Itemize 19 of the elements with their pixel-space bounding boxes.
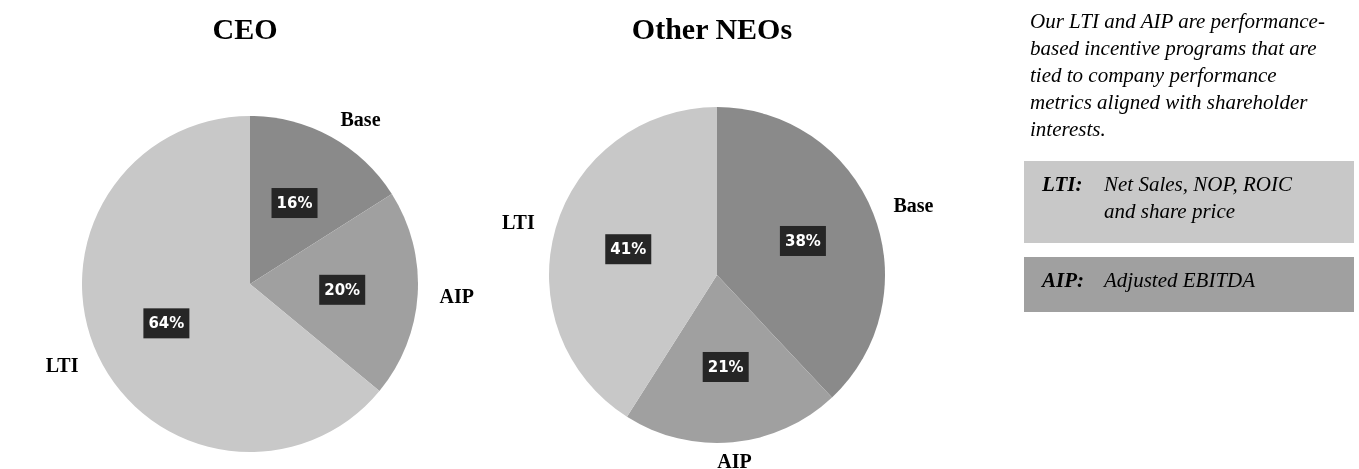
slice-label: LTI [502, 211, 535, 234]
text: AIP: Adjusted EBITDA [1042, 267, 1256, 294]
pie-slice [626, 275, 832, 443]
slice-label: AIP [439, 284, 475, 307]
slice-label: AIP [717, 449, 752, 469]
slice-label: LTI [45, 353, 79, 376]
chart-title: CEO [211, 12, 279, 46]
text: LTI: Net Sales, NOP, ROIC and share price [1042, 171, 1294, 225]
data-label: 20% [324, 280, 361, 299]
data-label: 64% [148, 314, 185, 333]
slice-label: Base [340, 108, 381, 131]
chart-title: Other NEOs [630, 12, 794, 46]
slice-label: Base [893, 194, 934, 217]
data-label: 21% [707, 357, 744, 376]
data-label: 16% [276, 194, 313, 213]
data-label: 41% [610, 240, 647, 259]
pie-slice [250, 193, 418, 392]
text: Our LTI and AIP are performance-based incentive programs that are tied to company performance metrics aligned with shareholder interests. [1029, 8, 1326, 143]
data-label: 38% [784, 231, 821, 250]
